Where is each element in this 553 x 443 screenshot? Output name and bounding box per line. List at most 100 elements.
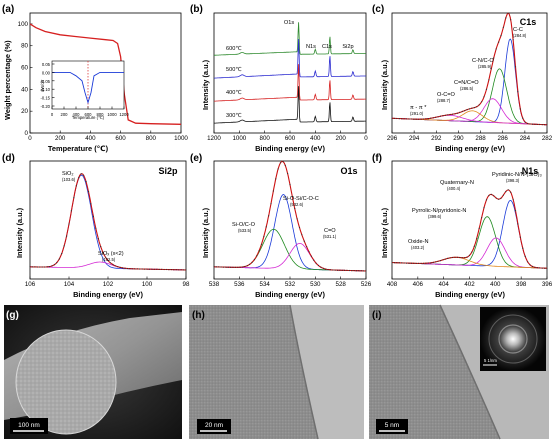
data-point	[365, 270, 367, 272]
data-point	[405, 118, 408, 120]
data-point	[473, 107, 475, 109]
data-point	[408, 262, 410, 264]
data-point	[109, 262, 111, 264]
fit-component	[30, 261, 186, 271]
panel-a-xticks: 0 200 400 600 800 1000	[28, 130, 188, 142]
fit-component	[391, 256, 547, 269]
xps-survey-500	[214, 38, 366, 79]
panel-f-frame	[391, 160, 548, 280]
x-tick-label: 600	[285, 135, 296, 142]
data-point	[478, 227, 480, 229]
data-point	[363, 270, 365, 272]
x-tick-label: 404	[439, 281, 450, 288]
data-point	[144, 268, 146, 270]
data-point	[405, 262, 408, 264]
x-tick-label: 294	[409, 135, 420, 142]
data-point	[112, 263, 114, 266]
data-point	[422, 118, 425, 120]
panel-d-xlabel: Binding energy (eV)	[73, 290, 143, 299]
data-point	[447, 257, 449, 259]
data-point	[531, 265, 534, 268]
panel-g: (g) 100 nm	[4, 305, 182, 439]
data-point	[391, 117, 393, 119]
data-point	[355, 270, 358, 272]
panel-d-ylabel: Intensity (a.u.)	[15, 207, 24, 258]
data-point	[85, 181, 87, 183]
data-point	[398, 262, 400, 264]
panel-h-label: (h)	[192, 310, 205, 321]
data-point	[46, 266, 48, 268]
x-tick-label: 102	[103, 281, 114, 288]
data-point	[168, 269, 170, 271]
data-point	[151, 268, 153, 270]
data-point	[522, 247, 524, 249]
data-point	[29, 266, 31, 268]
data-point	[178, 269, 180, 271]
data-point	[336, 269, 339, 271]
data-point	[263, 235, 265, 237]
data-point	[471, 107, 473, 109]
data-point	[339, 269, 341, 271]
data-point	[476, 237, 478, 239]
data-point	[544, 124, 546, 126]
panel-c-frame	[391, 12, 548, 134]
data-point	[519, 108, 522, 110]
x-tick-label: 0	[28, 135, 32, 142]
x-tick-label: 800	[97, 112, 105, 117]
data-point	[476, 106, 478, 108]
data-point	[117, 266, 119, 268]
panel-c-label: (c)	[372, 4, 384, 15]
panel-f: (f) N1s 408 406 404 402 400 398 396 Intensity …	[372, 153, 553, 299]
data-point	[420, 118, 422, 120]
data-point	[541, 124, 543, 126]
data-point	[95, 227, 97, 229]
y-tick-label: -0.15	[40, 96, 50, 101]
panel-e-label: (e)	[190, 153, 202, 164]
data-point	[301, 234, 303, 236]
data-point	[498, 198, 500, 200]
data-point	[126, 267, 129, 270]
data-point	[430, 262, 432, 264]
data-point	[524, 121, 526, 123]
data-point	[265, 226, 267, 228]
tem-sample-h	[189, 305, 318, 439]
panel-a-inset: 0.05 0.00 -0.05 -0.10 -0.15 -0.20 0 200 400 600 8…	[40, 60, 129, 120]
panel-a-frame	[29, 12, 182, 134]
peak-label-n1s: N1s	[306, 44, 316, 50]
panel-e-xlabel: Binding energy (eV)	[255, 290, 325, 299]
y-tick-label: -0.10	[40, 87, 50, 92]
data-point	[325, 268, 327, 270]
data-point	[351, 270, 353, 272]
data-point	[541, 267, 543, 269]
data-point	[498, 41, 500, 43]
x-tick-label: 408	[387, 281, 398, 288]
data-point	[468, 254, 471, 256]
x-tick-label: 0	[51, 112, 54, 117]
x-tick-label: 104	[64, 281, 75, 288]
fit-component	[392, 68, 548, 126]
nanofiber-end-face	[15, 329, 117, 435]
d-ann-siox: SiOₓ (x<2)	[98, 251, 124, 257]
data-point	[272, 190, 274, 192]
data-point	[256, 255, 258, 257]
peak-label-si2p: Si2p	[342, 44, 353, 50]
data-point	[432, 261, 434, 263]
data-point	[320, 266, 322, 268]
c-ann-oco: O-C=O	[437, 92, 456, 98]
xps-survey-400	[214, 64, 366, 102]
data-point	[534, 123, 536, 125]
data-point	[493, 195, 495, 197]
x-tick-label: 1000	[174, 135, 188, 142]
panel-b-label: (b)	[190, 4, 203, 15]
c-ann-cn-val: (285.9)	[478, 64, 492, 69]
saed-scale-text: 5 1/nm	[484, 358, 497, 363]
data-point	[260, 243, 263, 245]
data-point	[425, 262, 427, 264]
y-tick-label: 100	[18, 21, 29, 28]
data-point	[353, 270, 355, 272]
x-tick-label: 98	[183, 281, 190, 288]
d-ann-sio2-val: (103.6)	[62, 177, 76, 182]
data-point	[473, 245, 475, 247]
data-point	[141, 268, 143, 270]
data-point	[393, 117, 395, 119]
